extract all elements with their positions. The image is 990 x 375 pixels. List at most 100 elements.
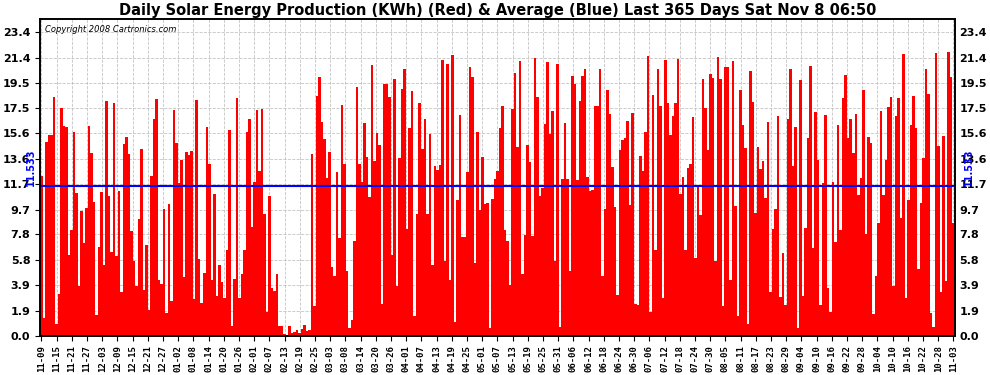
Bar [376,134,378,336]
Bar [296,330,298,336]
Bar [532,236,534,336]
Bar [591,190,594,336]
Bar [792,166,794,336]
Bar [481,158,484,336]
Bar [499,128,501,336]
Bar [751,102,754,336]
Bar [244,250,246,336]
Bar [887,106,890,336]
Bar [83,243,85,336]
Bar [213,194,216,336]
Bar [702,79,704,336]
Bar [642,171,644,336]
Bar [511,110,514,336]
Bar [767,122,769,336]
Bar [451,55,453,336]
Bar [892,286,895,336]
Bar [448,280,451,336]
Bar [782,253,784,336]
Bar [50,135,52,336]
Bar [624,138,627,336]
Bar [637,304,639,336]
Bar [827,288,830,336]
Bar [223,297,226,336]
Bar [840,230,842,336]
Bar [634,304,637,336]
Bar [569,271,571,336]
Bar [208,164,211,336]
Bar [458,115,461,336]
Bar [539,196,542,336]
Bar [436,170,439,336]
Bar [872,314,874,336]
Bar [348,328,350,336]
Bar [371,64,373,336]
Bar [398,158,401,336]
Bar [654,250,656,336]
Bar [812,248,815,336]
Bar [742,125,744,336]
Bar [890,98,892,336]
Bar [442,60,444,336]
Bar [355,87,358,336]
Bar [689,164,692,336]
Bar [744,148,746,336]
Bar [148,310,150,336]
Bar [632,113,634,336]
Bar [331,267,334,336]
Bar [238,298,241,336]
Bar [409,128,411,336]
Bar [424,119,426,336]
Bar [687,168,689,336]
Bar [938,147,940,336]
Bar [411,92,414,336]
Bar [211,280,213,336]
Bar [877,223,879,336]
Bar [496,171,499,336]
Bar [930,313,933,336]
Bar [719,79,722,336]
Bar [810,66,812,336]
Bar [928,94,930,336]
Bar [180,160,183,336]
Bar [519,61,522,336]
Bar [471,77,473,336]
Bar [361,182,363,336]
Bar [188,154,190,336]
Bar [599,69,601,336]
Bar [844,75,847,336]
Bar [288,326,291,336]
Bar [203,273,206,336]
Bar [589,192,591,336]
Bar [41,176,43,336]
Bar [468,67,471,336]
Bar [664,60,666,336]
Bar [601,276,604,336]
Bar [947,52,949,336]
Bar [110,252,113,336]
Bar [368,197,371,336]
Bar [571,76,574,336]
Bar [391,255,393,336]
Bar [98,247,100,336]
Bar [90,153,93,336]
Bar [444,261,446,336]
Bar [644,132,646,336]
Bar [922,158,925,336]
Bar [419,103,421,336]
Bar [484,204,486,336]
Bar [221,282,223,336]
Bar [131,231,133,336]
Bar [486,203,489,336]
Bar [586,177,589,336]
Bar [316,96,318,336]
Bar [614,207,617,336]
Bar [206,127,208,336]
Bar [544,124,546,336]
Bar [769,292,772,336]
Bar [453,322,456,336]
Bar [558,327,561,336]
Bar [52,97,55,336]
Bar [917,270,920,336]
Bar [326,178,329,336]
